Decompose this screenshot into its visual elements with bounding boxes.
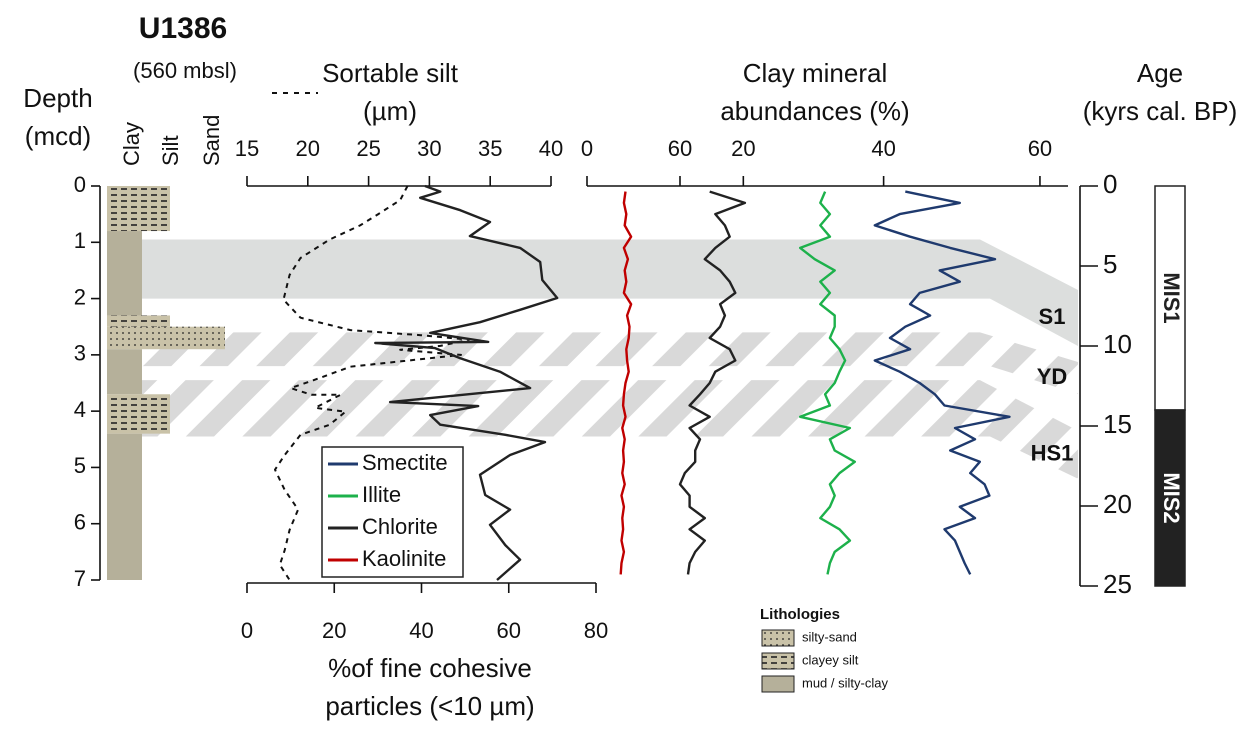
y-tick-label: 5 [74,453,86,478]
axis-title: Sortable silt [322,58,459,88]
stage-label: MIS1 [1159,272,1184,323]
age-tick-label: 10 [1103,329,1132,359]
event-band [142,380,1078,479]
legend-texture [762,653,794,669]
axis-title: particles (<10 µm) [325,691,534,721]
x-tick-label: 30 [417,136,441,161]
site-title: U1386 [139,12,227,45]
x-tick-label: 35 [478,136,502,161]
age-tick-label: 25 [1103,569,1132,599]
event-label: YD [1037,364,1068,389]
stage-label: MIS2 [1159,472,1184,523]
lithology-texture [107,315,170,327]
y-tick-label: 4 [74,397,86,422]
x-tick-label: 0 [581,136,593,161]
series-line [873,190,1011,575]
legend-label: silty-sand [802,629,857,644]
x-tick-label: 20 [322,618,346,643]
y-tick-label: 6 [74,510,86,535]
site-subtitle: (560 mbsl) [133,58,237,83]
x-tick-label: 0 [241,618,253,643]
axis-title: (mcd) [25,121,91,151]
event-label: HS1 [1031,441,1074,466]
x-tick-label: 20 [296,136,320,161]
axis-title: abundances (%) [720,96,909,126]
y-tick-label: 0 [74,172,86,197]
legend-label: mud / silty-clay [802,675,888,690]
axis-title: (µm) [363,96,417,126]
stage-bar [1154,409,1186,587]
x-tick-label: 20 [731,136,755,161]
x-tick-label: 80 [584,618,608,643]
axis-title: (kyrs cal. BP) [1083,96,1237,126]
event-bands [142,239,1078,479]
x-tick-label: 40 [539,136,563,161]
series-line [678,190,747,575]
legend-label: Illite [362,482,401,507]
lithology-interval [107,231,142,316]
lithology-texture [107,186,170,232]
x-tick-label: 60 [497,618,521,643]
event-band [142,332,1078,394]
legend-box [321,446,464,578]
legend-label: clayey silt [802,652,859,667]
legend-label: Chlorite [362,514,438,539]
lithology-interval [107,349,142,395]
grain-label: Clay [119,122,144,166]
legend-label: Kaolinite [362,546,446,571]
panels: U1386 (560 mbsl) Depth (mcd) Clay Silt Sand 0 1 2… [23,12,1237,721]
legend-title: Lithologies [760,606,840,623]
y-tick-label: 3 [74,341,86,366]
series-line [799,191,856,575]
axis-title: Clay mineral [743,58,888,88]
y-tick-label: 2 [74,284,86,309]
lithology-texture [107,394,170,434]
y-tick-label: 7 [74,566,86,591]
event-label: S1 [1039,304,1066,329]
axis-title: %of fine cohesive [328,653,532,683]
x-tick-label: 40 [871,136,895,161]
axis-title: Age [1137,58,1183,88]
series-line [374,184,559,581]
age-tick-label: 0 [1103,169,1117,199]
stage-bar [1154,185,1186,411]
lithology-texture [107,326,225,350]
age-tick-label: 20 [1103,489,1132,519]
y-tick-label: 1 [74,228,86,253]
age-tick-label: 15 [1103,409,1132,439]
axis-title: Depth [23,83,92,113]
x-tick-label: 25 [356,136,380,161]
legend-texture [762,630,794,646]
legend-swatch [761,675,795,693]
legend-label: Smectite [362,450,448,475]
lithology-interval [107,433,142,580]
age-tick-label: 5 [1103,249,1117,279]
x-tick-label: 60 [1028,136,1052,161]
grain-label: Sand [199,115,224,166]
series-line [619,191,633,575]
event-band [142,239,1078,346]
grain-label: Silt [158,135,183,166]
x-tick-label: 60 [668,136,692,161]
series-line [274,185,471,581]
x-tick-label: 40 [409,618,433,643]
x-tick-label: 15 [235,136,259,161]
